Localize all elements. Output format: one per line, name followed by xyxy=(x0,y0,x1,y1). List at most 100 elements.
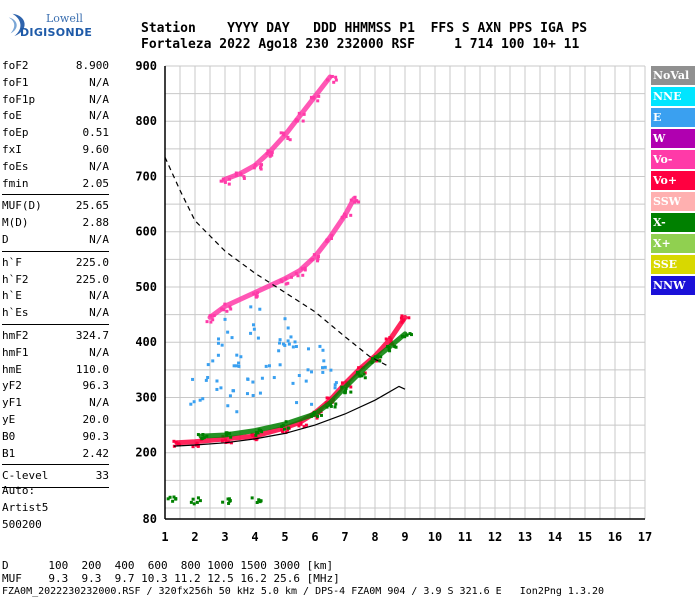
echo-point xyxy=(330,233,334,237)
echo-point xyxy=(379,355,383,359)
auto-program: Artist5 xyxy=(2,500,49,514)
echo-point xyxy=(230,336,234,340)
echo-point xyxy=(374,359,378,363)
echo-point xyxy=(280,428,284,432)
param-label: hmF2 xyxy=(2,328,29,342)
x-tick-label: 12 xyxy=(488,530,502,544)
echo-point xyxy=(334,381,338,385)
echo-point xyxy=(171,499,175,503)
echo-point xyxy=(258,307,262,311)
echo-point xyxy=(272,376,276,380)
echo-point xyxy=(373,355,377,359)
echo-point xyxy=(201,432,205,436)
header-line-1: Station YYYY DAY DDD HHMMSS P1 FFS S AXN… xyxy=(141,21,588,36)
param-label: C-level xyxy=(2,469,49,483)
param-value: N/A xyxy=(89,159,109,173)
echo-point xyxy=(229,435,233,439)
x-tick-label: 1 xyxy=(161,530,168,544)
echo-point xyxy=(174,440,178,444)
echo-point xyxy=(384,337,388,341)
echo-point xyxy=(220,439,224,443)
echo-point xyxy=(270,153,274,157)
echo-point xyxy=(340,381,344,385)
y-tick-label: 300 xyxy=(135,390,157,404)
echo-point xyxy=(215,387,219,391)
x-tick-label: 16 xyxy=(608,530,622,544)
echo-point xyxy=(267,364,271,368)
echo-point xyxy=(224,438,228,442)
echo-point xyxy=(242,175,246,179)
echo-point xyxy=(215,379,219,383)
echo-point xyxy=(252,433,256,437)
echo-point xyxy=(172,439,176,443)
echo-point xyxy=(266,149,270,153)
echo-point xyxy=(349,385,353,389)
echo-point xyxy=(340,215,344,219)
autoscaling-info: Auto: Artist5 500200 xyxy=(2,483,48,533)
echo-point xyxy=(388,349,392,353)
echo-point xyxy=(303,268,307,272)
echo-point xyxy=(258,391,262,395)
y-tick-label: 800 xyxy=(135,114,157,128)
echo-point xyxy=(239,172,243,176)
echo-point xyxy=(296,274,300,278)
echo-point xyxy=(303,266,307,270)
echo-point xyxy=(291,381,295,385)
param-label: B0 xyxy=(2,429,16,443)
echo-point xyxy=(268,150,272,154)
echo-point xyxy=(249,331,253,335)
echo-point xyxy=(316,414,320,418)
echo-point xyxy=(232,389,236,393)
logo-text-main: DIGISONDE xyxy=(20,26,93,39)
legend-item-ssw: SSW xyxy=(651,192,695,211)
param-label: B1 xyxy=(2,446,16,460)
echo-point xyxy=(400,320,404,324)
x-tick-label: 9 xyxy=(401,530,408,544)
logo-text-top: Lowell xyxy=(46,12,83,25)
param-label: M(D) xyxy=(2,216,29,230)
echo-point xyxy=(378,359,382,363)
echo-point xyxy=(228,305,232,309)
param-value: 33 xyxy=(95,469,109,483)
echo-point xyxy=(252,327,256,331)
muf-curve xyxy=(164,156,391,368)
legend-item-sse: SSE xyxy=(651,255,695,274)
echo-point xyxy=(358,374,362,378)
echo-point xyxy=(226,432,230,436)
echo-point xyxy=(310,370,314,374)
echo-point xyxy=(226,330,230,334)
param-value: 0.51 xyxy=(82,126,110,140)
echo-point xyxy=(278,363,282,367)
x-tick-label: 3 xyxy=(221,530,228,544)
echo-point xyxy=(168,495,172,499)
echo-point xyxy=(280,280,284,284)
echo-point xyxy=(228,177,232,181)
trace-vo- xyxy=(207,196,357,320)
echo-point xyxy=(299,422,303,426)
echo-point xyxy=(400,314,404,318)
param-separator xyxy=(2,250,109,252)
echo-point xyxy=(286,281,290,285)
param-value: 2.05 xyxy=(82,176,110,190)
echo-point xyxy=(326,78,330,82)
echo-point xyxy=(253,163,257,167)
echo-point xyxy=(363,376,367,380)
echo-point xyxy=(221,500,225,504)
param-value: 8.900 xyxy=(75,59,109,72)
echo-point xyxy=(286,135,290,139)
echo-point xyxy=(228,499,232,503)
swoosh-icon xyxy=(8,13,25,37)
param-row-fmin: fmin 2.05 xyxy=(2,176,109,193)
echo-point xyxy=(234,364,238,368)
echo-point xyxy=(259,428,263,432)
echo-point xyxy=(405,333,409,337)
echo-point xyxy=(268,154,272,158)
echo-point xyxy=(282,133,286,137)
echo-point xyxy=(287,342,291,346)
echo-point xyxy=(301,119,305,123)
echo-point xyxy=(329,237,333,241)
param-value: 2.42 xyxy=(82,446,110,460)
echo-point xyxy=(229,307,233,311)
echo-point xyxy=(307,347,311,351)
